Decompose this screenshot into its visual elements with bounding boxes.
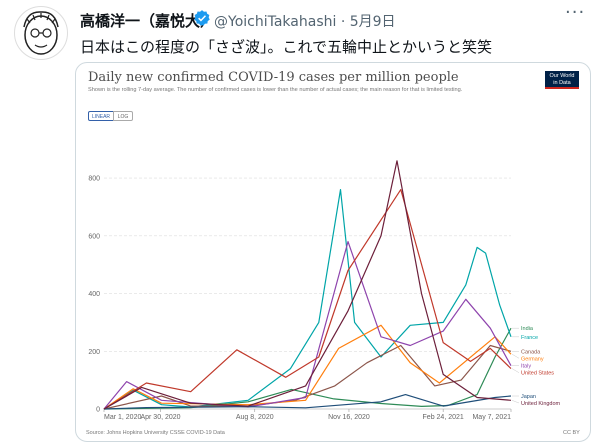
tweet-text: 日本はこの程度の「さざ波」。これで五輪中止とかいうと笑笑 (80, 38, 493, 56)
series-line-italy (103, 241, 512, 410)
legend-label-italy: Italy (521, 364, 531, 370)
log-scale-toggle[interactable]: LOG (113, 111, 133, 121)
x-tick-label: Nov 16, 2020 (328, 414, 370, 421)
legend-label-united-states: United States (521, 371, 554, 377)
series-line-india (103, 327, 512, 410)
x-tick-label: May 7, 2021 (472, 414, 511, 421)
series-line-united-states (103, 188, 512, 410)
legend-label-germany: Germany (521, 356, 544, 362)
y-tick-label: 400 (88, 291, 100, 298)
legend-label-india: India (521, 326, 534, 332)
series-line-japan (103, 394, 512, 410)
display-name[interactable]: 高橋洋一（嘉悦大） (80, 12, 216, 30)
handle-and-date[interactable]: @YoichiTakahashi · 5月9日 (214, 14, 396, 30)
series-line-france (103, 188, 512, 410)
series-line-canada (103, 344, 512, 410)
y-tick-label: 0 (96, 407, 100, 414)
legend-label-united-kingdom: United Kingdom (521, 401, 561, 407)
y-tick-label: 800 (88, 176, 100, 183)
avatar[interactable] (14, 6, 68, 60)
chart-source: Source: Johns Hopkins University CSSE CO… (86, 430, 225, 436)
legend-leader (511, 353, 520, 359)
x-tick-label: Apr 30, 2020 (140, 414, 180, 421)
license-label: CC BY (563, 430, 580, 436)
chart-subtitle: Shown is the rolling 7-day average. The … (88, 87, 463, 93)
legend-label-france: France (521, 335, 538, 341)
legend-leader (511, 400, 520, 404)
legend-label-canada: Canada (521, 349, 541, 355)
legend-leader (511, 368, 520, 373)
verified-badge-icon (194, 10, 210, 26)
chart-card[interactable]: 0 200 400 600 800 Mar 1, 2020 Apr 30, 2020 Aug … (75, 62, 591, 442)
series-line-united-kingdom (103, 160, 512, 410)
linear-scale-toggle[interactable]: LINEAR (88, 111, 114, 121)
owid-logo-bar (545, 87, 579, 89)
series-line-germany (103, 324, 512, 410)
x-tick-label: Feb 24, 2021 (423, 414, 464, 421)
y-tick-label: 200 (88, 349, 100, 356)
owid-logo: Our World in Data (545, 71, 579, 89)
chart-title: Daily new confirmed COVID-19 cases per m… (88, 70, 459, 85)
legend-label-japan: Japan (521, 394, 536, 400)
owid-logo-line2: in Data (553, 80, 571, 86)
owid-logo-line1: Our World (549, 73, 575, 79)
line-chart: 0 200 400 600 800 Mar 1, 2020 Apr 30, 2020 Aug … (88, 160, 561, 421)
caricature-avatar (23, 11, 59, 55)
more-options-icon[interactable]: ··· (565, 2, 586, 23)
x-tick-label: Aug 8, 2020 (236, 414, 274, 421)
tweet-header: 高橋洋一（嘉悦大） @YoichiTakahashi · 5月9日 ··· 日本… (0, 0, 606, 62)
y-tick-label: 600 (88, 233, 100, 240)
x-tick-label: Mar 1, 2020 (104, 414, 141, 421)
